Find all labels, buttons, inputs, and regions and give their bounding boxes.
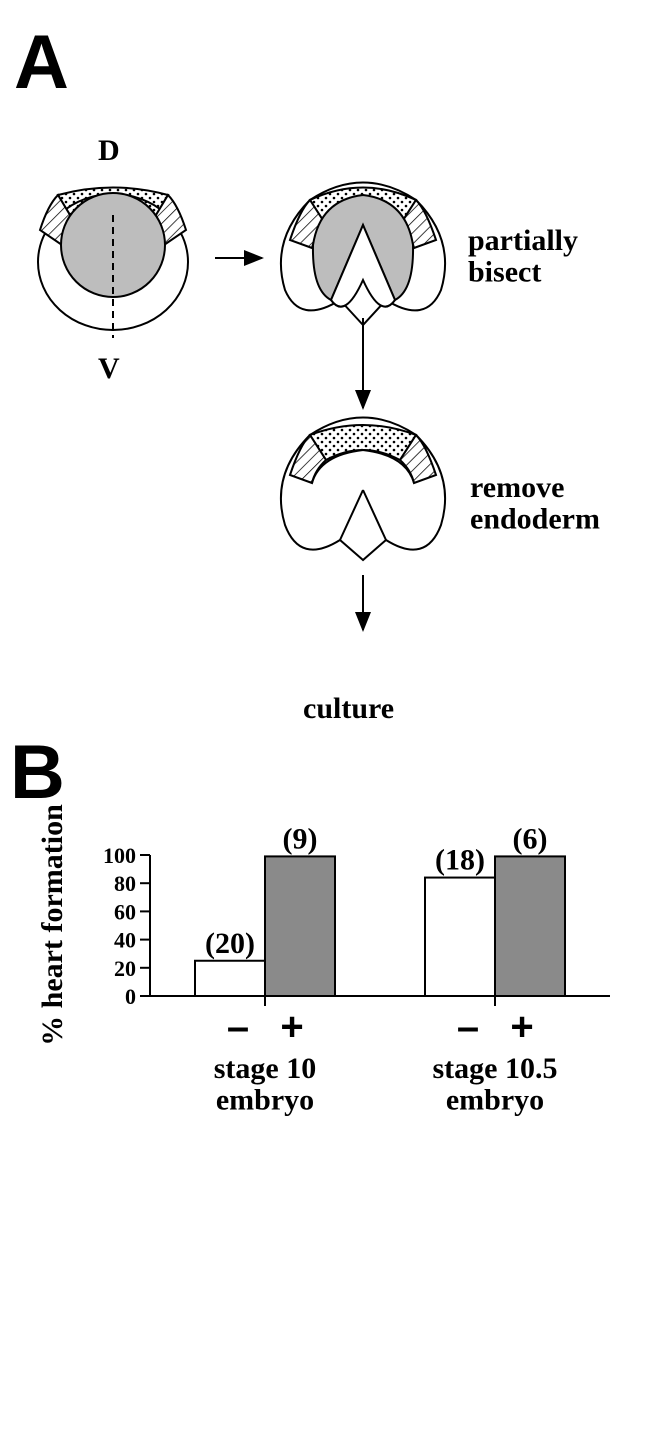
panel-b: B % heart formation 0 20 40 60 80 100 stage 10… (10, 730, 610, 1117)
series-label: + (280, 1005, 303, 1049)
step-label: partially bisect (468, 224, 578, 289)
bar (264, 855, 336, 997)
x-category-label: stage 10.5 embryo (433, 1052, 558, 1117)
panel-label: B (10, 730, 65, 815)
embryo-intact (37, 186, 189, 338)
panel-label: A (14, 20, 69, 105)
embryo-bisected (279, 181, 447, 327)
bar-annotation: (6) (513, 822, 548, 855)
embryo-no-endoderm (279, 416, 447, 562)
y-tick-label: 20 (114, 956, 136, 981)
y-axis-label: % heart formation (36, 804, 69, 1046)
y-tick-label: 60 (114, 899, 136, 924)
series-label: – (227, 1005, 249, 1049)
step-label: remove endoderm (470, 471, 600, 536)
ventral-label: V (98, 352, 120, 385)
bar (494, 855, 566, 997)
bar (194, 959, 266, 997)
series-label: – (457, 1005, 479, 1049)
step-label: culture (303, 692, 394, 725)
y-tick-label: 0 (125, 984, 136, 1009)
x-category-label: stage 10 embryo (214, 1052, 316, 1117)
bar (424, 876, 496, 997)
bar-annotation: (9) (283, 822, 318, 855)
dorsal-label: D (98, 134, 120, 167)
series-label: + (510, 1005, 533, 1049)
y-tick-label: 80 (114, 871, 136, 896)
panel-a: A D V partially bisect (14, 20, 600, 725)
y-tick-label: 40 (114, 928, 136, 953)
bar-annotation: (20) (205, 927, 255, 960)
y-tick-label: 100 (103, 843, 136, 868)
bar-annotation: (18) (435, 844, 485, 877)
